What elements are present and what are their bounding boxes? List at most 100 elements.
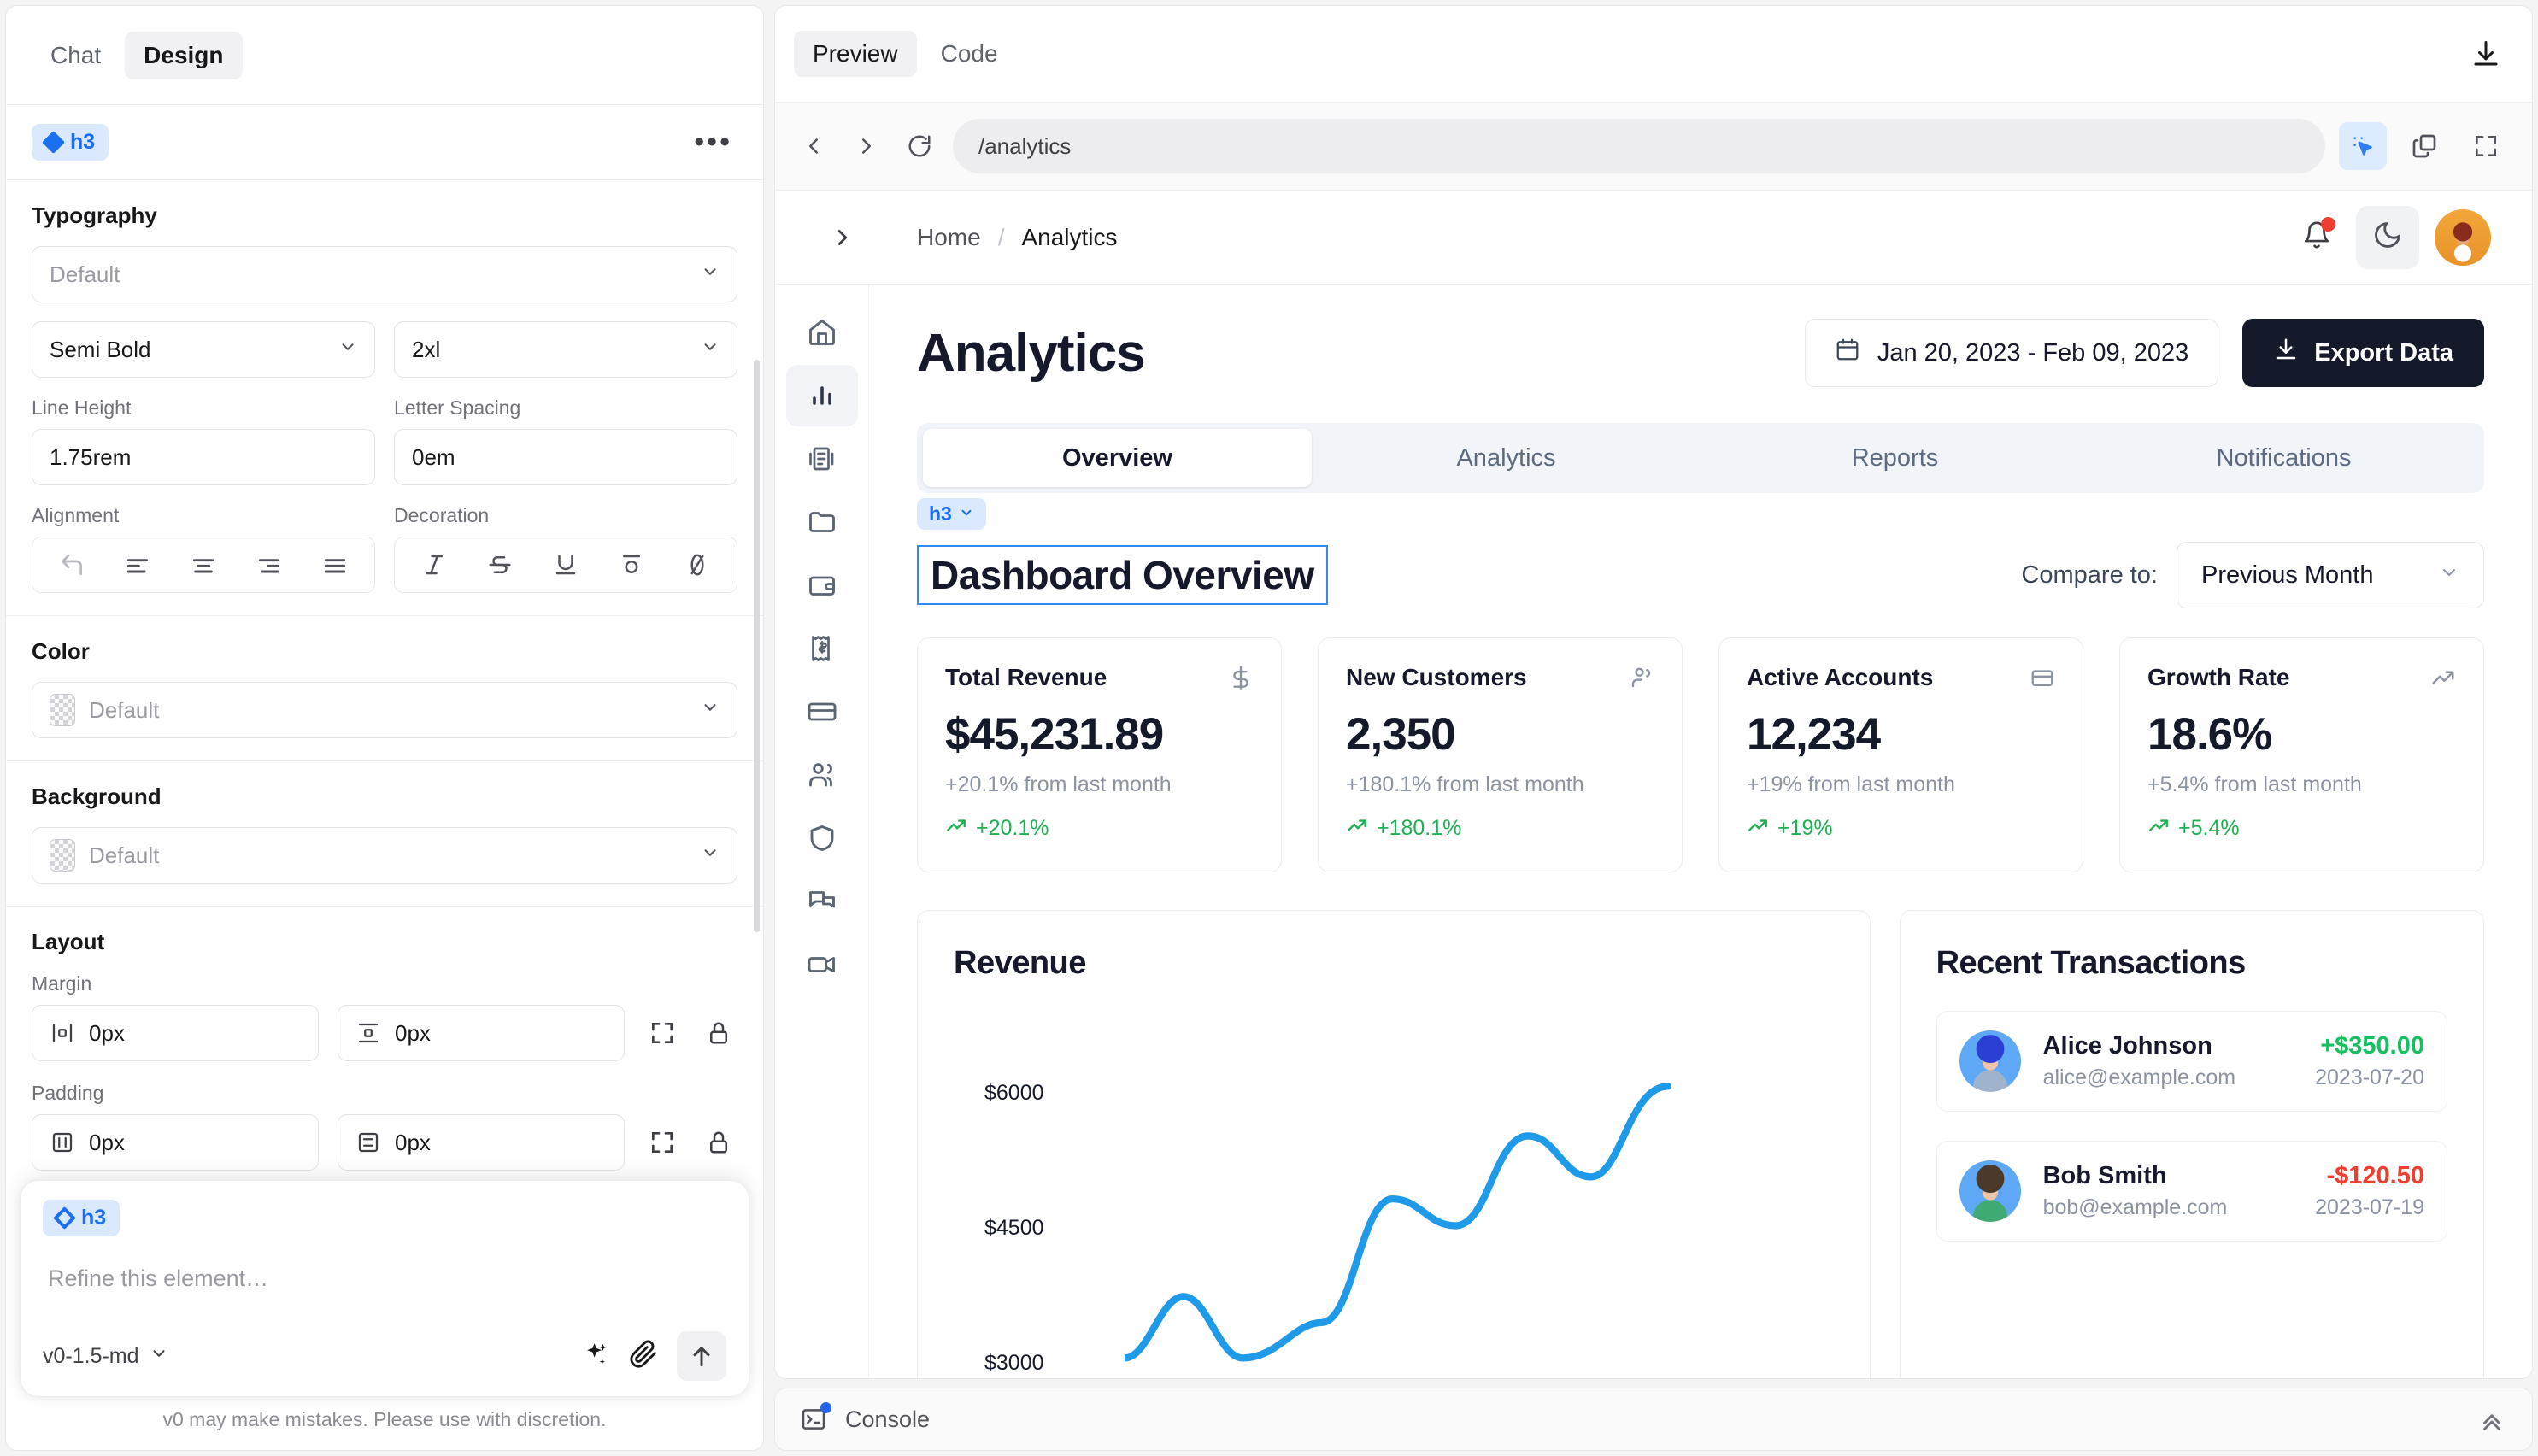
date-range-picker[interactable]: Jan 20, 2023 - Feb 09, 2023	[1804, 319, 2219, 387]
stat-card-new-customers: New Customers 2,350 +180.1% from last mo…	[1318, 637, 1683, 872]
refresh-icon[interactable]	[900, 126, 939, 166]
preview-tab-strip: Preview Code	[775, 6, 2532, 102]
no-decoration-icon[interactable]	[680, 548, 714, 582]
stat-value: 12,234	[1747, 709, 1881, 760]
sparkles-icon[interactable]	[581, 1340, 610, 1373]
forward-icon[interactable]	[847, 126, 886, 166]
color-select[interactable]: Default	[32, 682, 737, 738]
strikethrough-icon[interactable]	[483, 548, 517, 582]
users-icon	[1629, 665, 1654, 690]
transaction-row[interactable]: Bob Smith bob@example.com -$120.50 2023-…	[1936, 1141, 2447, 1242]
underline-icon[interactable]	[549, 548, 583, 582]
sidebar-item-reports[interactable]	[786, 428, 858, 490]
tab-reports[interactable]: Reports	[1851, 444, 1939, 472]
transaction-row[interactable]: Alice Johnson alice@example.com +$350.00…	[1936, 1011, 2447, 1112]
font-family-select[interactable]: Default	[32, 246, 737, 302]
chevron-down-icon	[701, 262, 720, 286]
revenue-chart-panel: Revenue $6000 $4500 $3000	[917, 910, 1871, 1378]
tab-overview[interactable]: Overview	[923, 429, 1312, 487]
model-select[interactable]: v0-1.5-md	[43, 1344, 168, 1369]
copy-icon[interactable]	[2400, 122, 2448, 170]
stat-subtext: +180.1% from last month	[1346, 772, 1584, 796]
margin-lock-icon[interactable]	[700, 1014, 737, 1052]
sidebar-item-analytics[interactable]	[785, 365, 858, 426]
notifications-button[interactable]	[2293, 214, 2341, 261]
refine-composer: h3 Refine this element… v0-1.5-md	[20, 1180, 749, 1397]
tab-analytics[interactable]: Analytics	[1456, 444, 1556, 472]
chevrons-up-icon[interactable]	[2477, 1405, 2506, 1434]
sidebar-item-cards[interactable]	[786, 681, 858, 743]
composer-element-chip[interactable]: h3	[43, 1200, 120, 1236]
tab-design[interactable]: Design	[125, 31, 243, 79]
background-select[interactable]: Default	[32, 827, 737, 884]
tab-chat[interactable]: Chat	[50, 41, 102, 68]
reset-icon[interactable]	[55, 548, 89, 582]
decoration-button-group	[394, 537, 737, 593]
sidebar-item-messages[interactable]	[786, 871, 858, 932]
sidebar-item-billing[interactable]	[786, 618, 858, 679]
overline-icon[interactable]	[614, 548, 649, 582]
align-justify-icon[interactable]	[318, 548, 352, 582]
margin-x-value: 0px	[89, 1019, 125, 1046]
chevron-right-icon[interactable]	[823, 218, 862, 257]
avatar	[1959, 1030, 2021, 1092]
url-input[interactable]: /analytics	[953, 119, 2325, 173]
italic-icon[interactable]	[417, 548, 451, 582]
console-bar[interactable]: Console	[774, 1388, 2533, 1451]
sidebar-item-users[interactable]	[786, 744, 858, 806]
export-data-button[interactable]: Export Data	[2242, 319, 2484, 387]
stat-card-group: Total Revenue $45,231.89 +20.1% from las…	[917, 637, 2484, 872]
stat-delta-value: +20.1%	[976, 816, 1049, 840]
inspect-icon[interactable]	[2339, 122, 2387, 170]
section-title[interactable]: Dashboard Overview	[917, 545, 1328, 605]
back-icon[interactable]	[794, 126, 833, 166]
font-weight-select[interactable]: Semi Bold	[32, 321, 375, 378]
preview-card: Preview Code /analytics	[774, 5, 2533, 1379]
padding-y-input[interactable]: 0px	[338, 1114, 625, 1171]
fullscreen-icon[interactable]	[2462, 122, 2510, 170]
align-left-icon[interactable]	[120, 548, 155, 582]
padding-expand-icon[interactable]	[643, 1124, 681, 1161]
sidebar-item-security[interactable]	[786, 807, 858, 869]
line-height-input[interactable]: 1.75rem	[32, 429, 375, 485]
send-button[interactable]	[677, 1331, 726, 1381]
compare-select[interactable]: Previous Month	[2177, 542, 2484, 608]
attachment-icon[interactable]	[629, 1340, 658, 1373]
margin-y-input[interactable]: 0px	[338, 1005, 625, 1061]
selected-element-chip[interactable]: h3	[32, 124, 109, 161]
sidebar-item-files[interactable]	[786, 491, 858, 553]
transaction-email: alice@example.com	[2042, 1066, 2236, 1089]
sidebar-item-wallet[interactable]	[786, 555, 858, 616]
margin-x-input[interactable]: 0px	[32, 1005, 319, 1061]
more-options-button[interactable]: •••	[694, 126, 732, 158]
align-center-icon[interactable]	[186, 548, 220, 582]
letter-spacing-input[interactable]: 0em	[394, 429, 737, 485]
tab-code[interactable]: Code	[940, 40, 998, 67]
sidebar-item-home[interactable]	[786, 302, 858, 363]
transaction-date: 2023-07-20	[2315, 1066, 2424, 1089]
transactions-panel-title: Recent Transactions	[1936, 945, 2247, 981]
design-properties-scroll[interactable]: Typography Default Semi Bold 2xl	[6, 180, 763, 1450]
download-icon[interactable]	[2470, 38, 2501, 69]
panel-scrollbar[interactable]	[754, 360, 760, 932]
breadcrumb-home[interactable]: Home	[917, 223, 981, 250]
chevron-down-icon	[959, 502, 974, 525]
tab-preview[interactable]: Preview	[794, 31, 917, 77]
theme-toggle-button[interactable]	[2356, 205, 2419, 269]
sidebar-item-video[interactable]	[786, 934, 858, 995]
padding-lock-icon[interactable]	[700, 1124, 737, 1161]
stat-delta: +20.1%	[945, 814, 1254, 842]
margin-expand-icon[interactable]	[643, 1014, 681, 1052]
refine-input[interactable]: Refine this element…	[48, 1265, 269, 1291]
font-size-select[interactable]: 2xl	[394, 321, 737, 378]
font-weight-value: Semi Bold	[50, 336, 151, 362]
selection-tag[interactable]: h3	[917, 498, 986, 530]
avatar[interactable]	[2435, 208, 2491, 266]
breadcrumb-separator: /	[997, 223, 1005, 250]
tab-notifications[interactable]: Notifications	[2216, 444, 2352, 472]
date-range-value: Jan 20, 2023 - Feb 09, 2023	[1877, 338, 2189, 367]
padding-x-input[interactable]: 0px	[32, 1114, 319, 1171]
stat-value: $45,231.89	[945, 709, 1164, 760]
chevron-down-icon	[338, 338, 357, 361]
align-right-icon[interactable]	[252, 548, 286, 582]
